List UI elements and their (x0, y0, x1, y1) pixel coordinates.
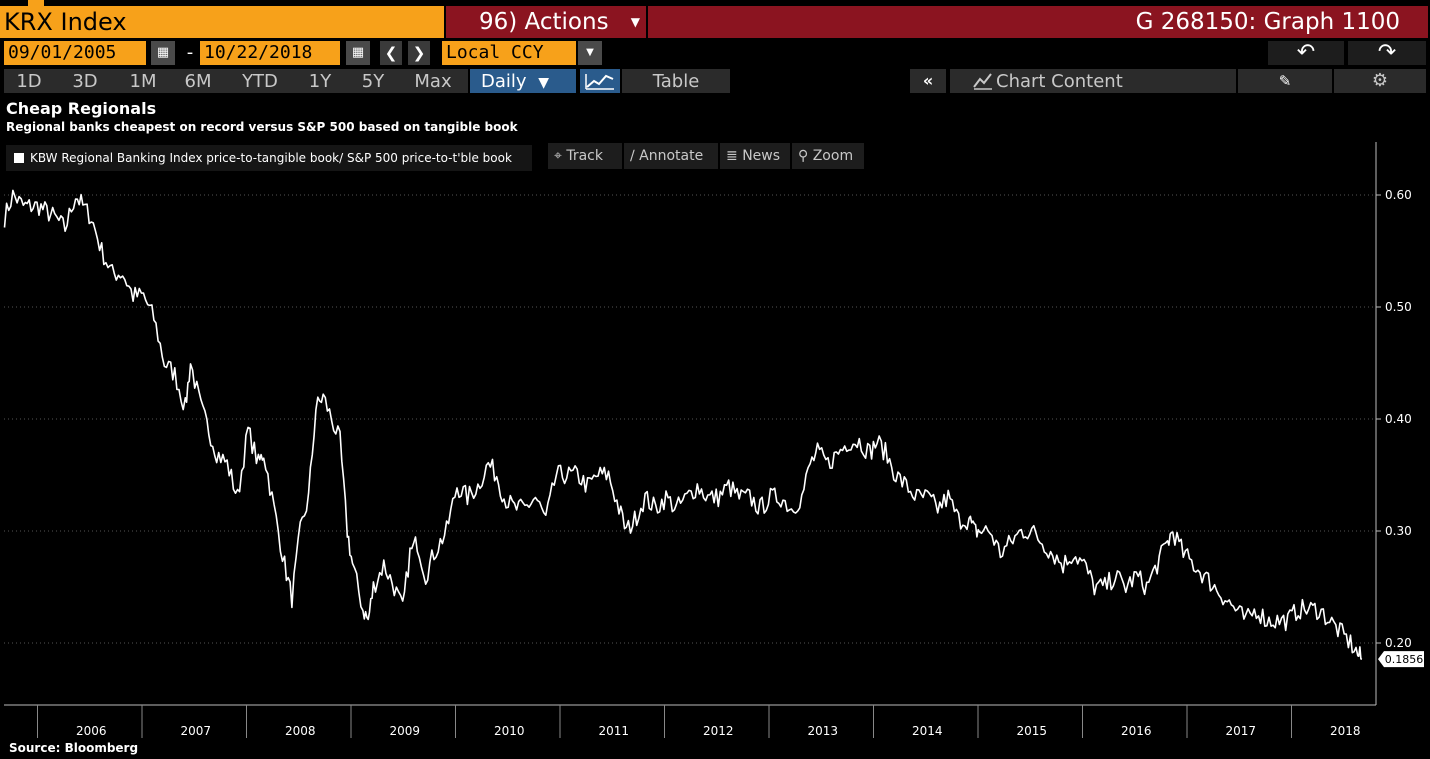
chart-content-button[interactable]: Chart Content (950, 69, 1236, 93)
range-selector: 1D 3D 1M 6M YTD 1Y 5Y Max (4, 69, 468, 93)
legend-label: KBW Regional Banking Index price-to-tang… (30, 151, 512, 165)
track-button[interactable]: ⌖ Track (548, 143, 622, 169)
line-chart-icon[interactable] (580, 69, 620, 93)
x-tick-label: 2017 (1225, 724, 1256, 738)
next-period-icon[interactable]: ❯ (408, 41, 430, 65)
gear-icon[interactable]: ⚙ (1334, 69, 1426, 93)
x-tick-label: 2011 (598, 724, 629, 738)
menu-marker (28, 0, 44, 6)
currency-select[interactable]: Local CCY (442, 41, 576, 65)
x-tick-label: 2014 (912, 724, 943, 738)
chart-content-icon (972, 69, 994, 101)
edit-icon[interactable]: ✎ (1238, 69, 1332, 93)
track-label: Track (566, 148, 603, 164)
x-tick-label: 2012 (703, 724, 734, 738)
undo-icon[interactable]: ↶ (1268, 41, 1344, 65)
graph-id-label: G 268150: Graph 1100 (648, 6, 1428, 38)
range-5y[interactable]: 5Y (361, 71, 385, 92)
y-tick-label: 0.30 (1385, 524, 1412, 538)
start-calendar-icon[interactable]: ▦ (151, 41, 175, 65)
periodicity-label: Daily (481, 71, 527, 92)
x-tick-label: 2015 (1016, 724, 1047, 738)
x-tick-label: 2018 (1330, 724, 1361, 738)
y-tick-label: 0.50 (1385, 300, 1412, 314)
last-value-pointer (1378, 651, 1424, 668)
source-note: Source: Bloomberg (9, 741, 139, 755)
redo-icon[interactable]: ↷ (1348, 41, 1426, 65)
table-button[interactable]: Table (622, 69, 730, 93)
zoom-label: Zoom (812, 148, 854, 164)
date-separator: - (186, 42, 194, 63)
x-tick-label: 2008 (285, 724, 316, 738)
y-tick-label: 0.40 (1385, 412, 1412, 426)
crosshair-icon: ⌖ (554, 148, 562, 164)
range-max[interactable]: Max (414, 71, 452, 92)
news-icon: ≣ (726, 148, 738, 164)
news-button[interactable]: ≣ News (720, 143, 790, 169)
range-1y[interactable]: 1Y (308, 71, 332, 92)
chart-subtitle: Regional banks cheapest on record versus… (6, 120, 518, 134)
y-tick-label: 0.20 (1385, 636, 1412, 650)
actions-label: 96) Actions (479, 9, 609, 35)
end-calendar-icon[interactable]: ▦ (346, 41, 370, 65)
magnifier-icon: ⚲ (798, 148, 809, 164)
prev-period-icon[interactable]: ❮ (380, 41, 402, 65)
last-value-badge: 0.1856 (1378, 651, 1424, 668)
y-axis: 0.60 0.50 0.40 0.30 0.20 (1375, 142, 1412, 705)
pencil-icon: ∕ (630, 148, 635, 164)
zoom-button[interactable]: ⚲ Zoom (792, 143, 864, 169)
end-date-input[interactable]: 10/22/2018 (200, 41, 340, 65)
start-date-input[interactable]: 09/01/2005 (4, 41, 146, 65)
x-tick-label: 2016 (1121, 724, 1152, 738)
security-ticker[interactable]: KRX Index (0, 6, 444, 38)
news-label: News (742, 148, 781, 164)
chevron-down-icon: ▼ (630, 15, 640, 29)
actions-menu-button[interactable]: 96) Actions ▼ (446, 6, 646, 38)
x-tick-label: 2010 (494, 724, 525, 738)
periodicity-select[interactable]: Daily ▼ (470, 69, 576, 93)
range-3d[interactable]: 3D (72, 71, 98, 92)
annotate-label: Annotate (639, 148, 704, 164)
x-axis: 2006 2007 2008 2009 2010 2011 2012 2013 2014 2015… (4, 704, 1376, 738)
grid-lines (4, 194, 1376, 644)
series-line (3, 189, 1363, 660)
range-1m[interactable]: 1M (129, 71, 157, 92)
chart-title: Cheap Regionals (6, 99, 157, 118)
last-value-label: 0.1856 (1385, 653, 1424, 666)
x-tick-label: 2013 (807, 724, 838, 738)
x-tick-label: 2007 (180, 724, 211, 738)
legend-swatch (14, 153, 24, 163)
currency-dropdown-icon[interactable]: ▼ (578, 41, 602, 65)
x-tick-label: 2009 (389, 724, 420, 738)
range-ytd[interactable]: YTD (242, 71, 278, 92)
range-6m[interactable]: 6M (184, 71, 212, 92)
chart-content-label: Chart Content (996, 71, 1123, 92)
x-tick-label: 2006 (76, 724, 107, 738)
top-strip (0, 0, 1430, 6)
annotate-button[interactable]: ∕ Annotate (624, 143, 718, 169)
collapse-icon[interactable]: « (910, 69, 946, 93)
y-tick-label: 0.60 (1385, 188, 1412, 202)
chevron-down-icon: ▼ (538, 75, 550, 91)
range-1d[interactable]: 1D (16, 71, 42, 92)
legend[interactable]: KBW Regional Banking Index price-to-tang… (6, 145, 532, 171)
